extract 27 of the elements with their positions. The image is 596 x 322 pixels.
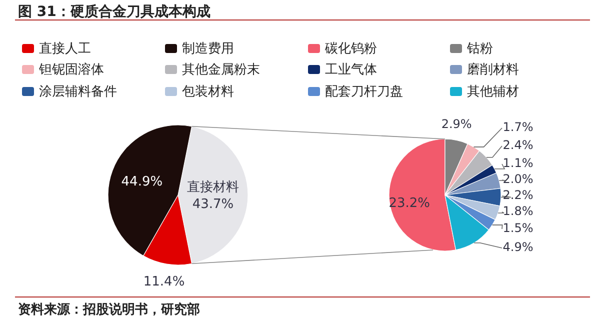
data-label: 4.9% bbox=[502, 240, 534, 254]
data-label: 23.2% bbox=[388, 196, 430, 211]
data-label: 1.7% bbox=[502, 120, 534, 134]
legend-label: 包装材料 bbox=[182, 84, 234, 100]
data-label: 2.0% bbox=[502, 172, 534, 186]
data-label: 2.4% bbox=[502, 138, 534, 152]
data-label: 11.4% bbox=[143, 274, 185, 289]
legend-label: 钴粉 bbox=[466, 42, 493, 57]
legend-label: 配套刀杆刀盘 bbox=[325, 84, 403, 100]
legend-label: 工业气体 bbox=[325, 62, 377, 78]
legend-label: 涂层辅料备件 bbox=[39, 84, 117, 100]
text: 资料来源：招股说明书，研究部 bbox=[18, 302, 200, 318]
data-label: 1.8% bbox=[502, 204, 534, 218]
data-label: 1.5% bbox=[502, 221, 534, 236]
data-label: 2.9% bbox=[441, 117, 472, 132]
legend-label: 钽铌固溶体 bbox=[38, 62, 104, 78]
data-label: 1.1% bbox=[502, 156, 534, 170]
legend-label: 其他辅材 bbox=[467, 84, 519, 100]
data-label: 直接材料 43.7% bbox=[187, 180, 239, 212]
chart-title: 图 31：硬质合金刀具成本构成 bbox=[18, 2, 210, 20]
legend-label: 制造费用 bbox=[182, 42, 234, 57]
legend-label: 直接人工 bbox=[39, 42, 91, 57]
legend-label: 碳化钨粉 bbox=[324, 42, 377, 57]
legend-label: 磨削材料 bbox=[467, 62, 519, 78]
legend-label: 其他金属粉末 bbox=[182, 62, 260, 78]
data-label: 2.2% bbox=[502, 188, 534, 202]
data-label: 44.9% bbox=[121, 174, 163, 190]
